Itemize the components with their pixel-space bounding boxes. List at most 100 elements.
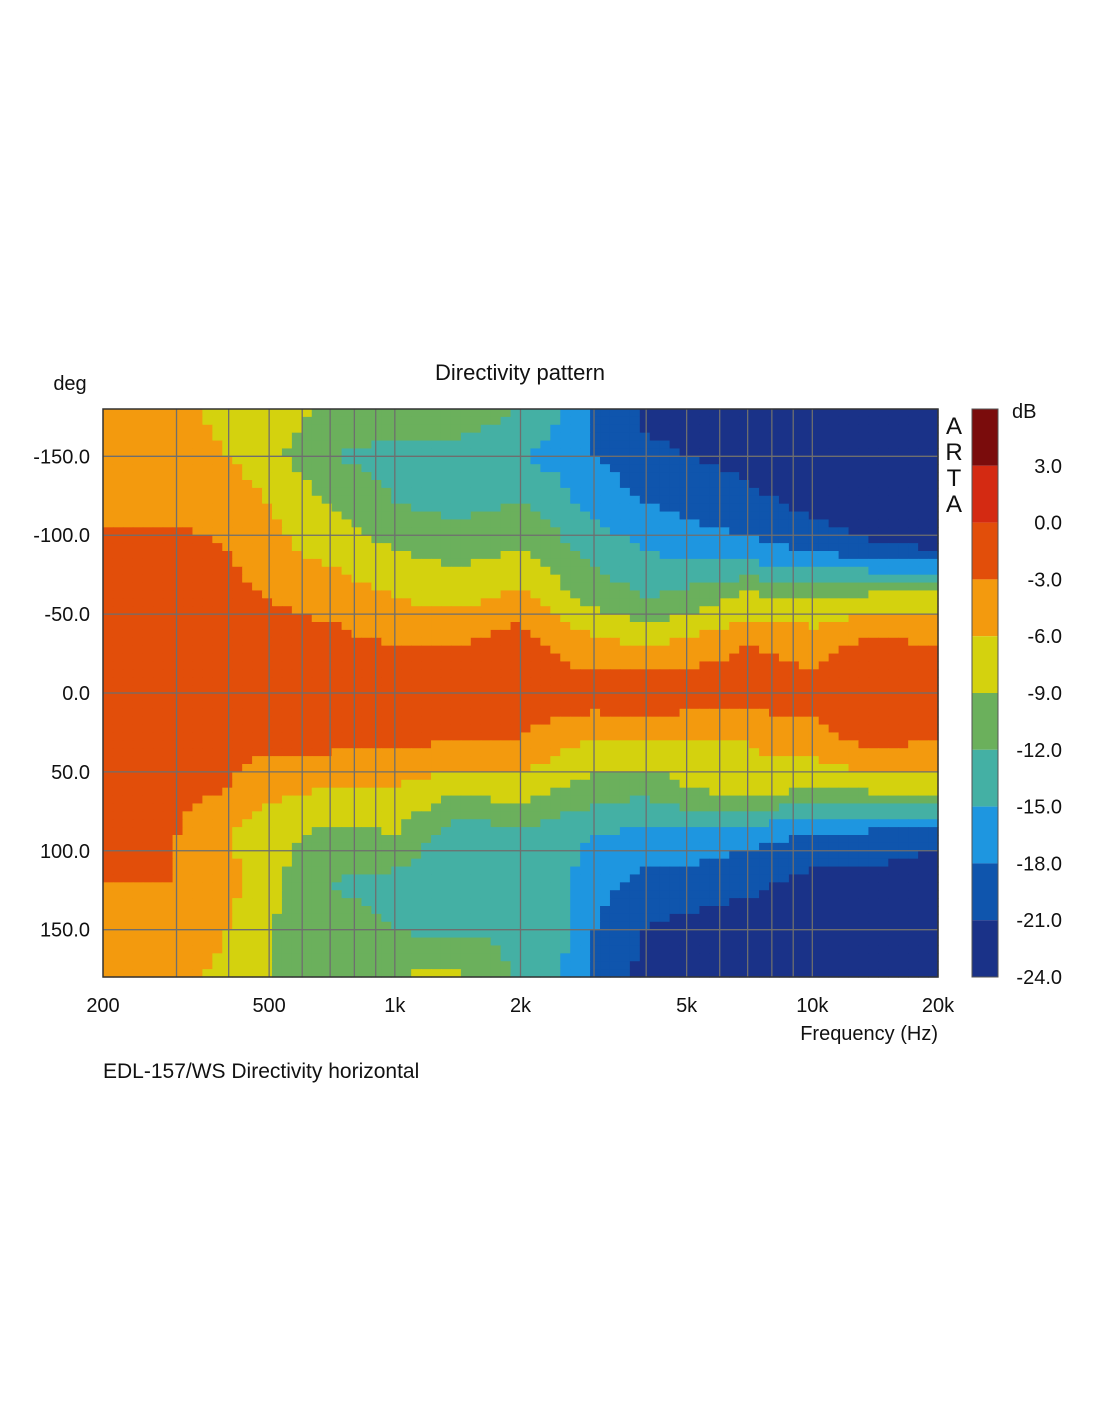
heatmap-cell (242, 629, 253, 639)
heatmap-cell (570, 487, 581, 497)
heatmap-cell (500, 574, 512, 584)
heatmap-cell (600, 606, 611, 615)
heatmap-cell (510, 811, 522, 820)
heatmap-cell (580, 732, 591, 741)
heatmap-cell (391, 787, 402, 797)
heatmap-cell (898, 708, 909, 718)
heatmap-cell (778, 771, 790, 781)
heatmap-cell (252, 558, 263, 568)
heatmap-cell (440, 424, 452, 434)
heatmap-cell (520, 677, 532, 686)
heatmap-cell (411, 551, 422, 560)
heatmap-cell (232, 700, 243, 710)
heatmap-cell (142, 811, 154, 820)
heatmap-cell (550, 416, 561, 426)
heatmap-cell (202, 543, 213, 552)
heatmap-cell (371, 519, 382, 528)
heatmap-cell (271, 677, 283, 686)
heatmap-cell (132, 866, 144, 876)
heatmap-cell (669, 653, 681, 663)
heatmap-cell (798, 448, 810, 457)
heatmap-cell (709, 566, 720, 576)
heatmap-cell (818, 551, 830, 560)
heatmap-cell (252, 866, 263, 876)
heatmap-cell (122, 653, 134, 663)
heatmap-cell (838, 740, 850, 749)
heatmap-cell (341, 779, 353, 789)
heatmap-cell (341, 795, 353, 805)
heatmap-cell (609, 645, 621, 655)
heatmap-cell (301, 866, 313, 876)
heatmap-cell (401, 716, 412, 726)
heatmap-cell (769, 606, 780, 615)
heatmap-cell (540, 582, 551, 592)
heatmap-cell (490, 724, 502, 734)
heatmap-cell (808, 756, 820, 765)
heatmap-cell (391, 811, 402, 820)
heatmap-cell (669, 661, 681, 670)
heatmap-cell (421, 574, 432, 584)
heatmap-cell (590, 543, 601, 552)
heatmap-cell (440, 566, 452, 576)
heatmap-cell (341, 661, 353, 670)
heatmap-cell (470, 827, 482, 836)
heatmap-cell (490, 700, 502, 710)
heatmap-cell (649, 693, 661, 702)
heatmap-cell (828, 850, 840, 860)
heatmap-cell (301, 424, 313, 434)
heatmap-cell (778, 503, 790, 513)
heatmap-cell (281, 716, 293, 726)
heatmap-cell (739, 708, 750, 718)
heatmap-cell (828, 653, 840, 663)
heatmap-cell (162, 700, 174, 710)
heatmap-cell (152, 487, 164, 497)
heatmap-cell (798, 566, 810, 576)
heatmap-cell (381, 740, 392, 749)
heatmap-cell (371, 764, 382, 773)
heatmap-cell (570, 472, 581, 481)
heatmap-cell (788, 827, 800, 836)
heatmap-cell (142, 519, 154, 528)
heatmap-cell (719, 582, 730, 592)
heatmap-cell (719, 866, 730, 876)
heatmap-cell (868, 432, 879, 442)
heatmap-cell (192, 558, 203, 568)
heatmap-cell (808, 487, 820, 497)
heatmap-cell (431, 566, 442, 576)
heatmap-cell (689, 566, 701, 576)
heatmap-cell (500, 827, 512, 836)
heatmap-cell (609, 582, 621, 592)
heatmap-cell (351, 827, 363, 836)
heatmap-cell (888, 858, 899, 868)
heatmap-cell (421, 842, 432, 852)
heatmap-cell (192, 551, 203, 560)
heatmap-cell (739, 787, 750, 797)
heatmap-cell (769, 827, 780, 836)
heatmap-cell (232, 409, 243, 418)
heatmap-cell (928, 582, 939, 592)
heatmap-cell (182, 519, 194, 528)
heatmap-cell (212, 811, 223, 820)
heatmap-cell (520, 409, 532, 418)
heatmap-cell (500, 503, 512, 513)
heatmap-cell (778, 456, 790, 465)
heatmap-cell (152, 803, 164, 812)
heatmap-cell (381, 598, 392, 607)
heatmap-cell (749, 669, 760, 678)
heatmap-cell (132, 835, 144, 844)
heatmap-cell (560, 574, 571, 584)
heatmap-cell (788, 748, 800, 757)
heatmap-cell (361, 708, 372, 718)
heatmap-cell (769, 866, 780, 876)
heatmap-cell (500, 819, 512, 828)
heatmap-cell (689, 795, 701, 805)
heatmap-cell (112, 590, 124, 599)
heatmap-cell (301, 472, 313, 481)
heatmap-cell (321, 558, 333, 568)
heatmap-cell (828, 661, 840, 670)
heatmap-cell (411, 480, 422, 489)
heatmap-cell (192, 448, 203, 457)
heatmap-cell (321, 677, 333, 686)
heatmap-cell (778, 819, 790, 828)
heatmap-cell (689, 535, 701, 544)
